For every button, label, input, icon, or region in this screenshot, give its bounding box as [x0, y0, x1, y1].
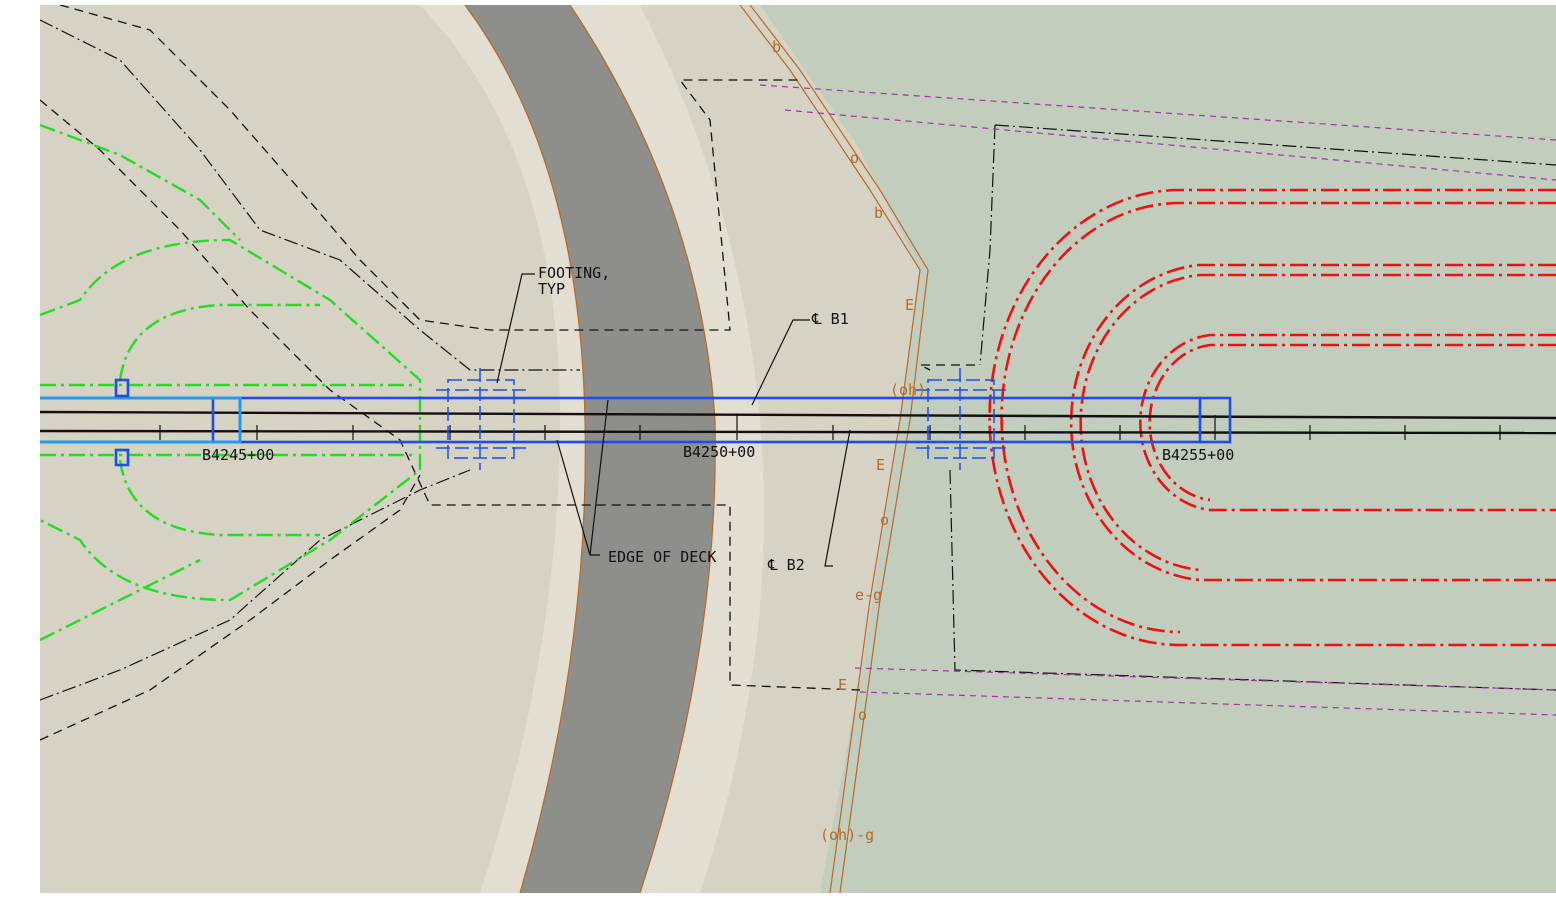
- utility-label: o: [858, 706, 867, 724]
- utility-label: E: [876, 456, 885, 474]
- contour-green: [40, 123, 422, 642]
- utility-label: o: [850, 149, 859, 167]
- utility-label: (oh): [890, 381, 926, 399]
- annotation: TYP: [538, 280, 565, 298]
- utility-label: (oh)-g: [820, 826, 874, 844]
- deck-outline: [40, 378, 1232, 467]
- station-ticks: [159, 415, 1501, 440]
- utility-label: b: [874, 204, 883, 222]
- annotation: ℄ B1: [811, 310, 849, 328]
- station-label: B4245+00: [202, 446, 274, 464]
- map-area: [40, 5, 1556, 893]
- shoulder: [570, 5, 764, 893]
- utility-label: o: [880, 511, 889, 529]
- station-label: B4250+00: [683, 443, 755, 461]
- shoulder: [420, 5, 588, 893]
- station-label: B4255+00: [1162, 446, 1234, 464]
- annotation: FOOTING,: [538, 264, 610, 282]
- property-line: [759, 84, 1556, 716]
- annotation: ℄ B2: [767, 556, 805, 574]
- centerline: [40, 410, 1556, 435]
- leader: [496, 273, 851, 567]
- contour-red: [988, 188, 1556, 647]
- annotation: EDGE OF DECK: [608, 548, 716, 566]
- utility-label: e-g: [855, 586, 882, 604]
- road-edge: [464, 5, 929, 893]
- dashed-boundary: [40, 5, 975, 741]
- utility-label: E: [905, 296, 914, 314]
- footing: [436, 368, 1006, 470]
- utility-label: E: [838, 676, 847, 694]
- utility-label: b: [772, 38, 781, 56]
- road: [465, 5, 716, 893]
